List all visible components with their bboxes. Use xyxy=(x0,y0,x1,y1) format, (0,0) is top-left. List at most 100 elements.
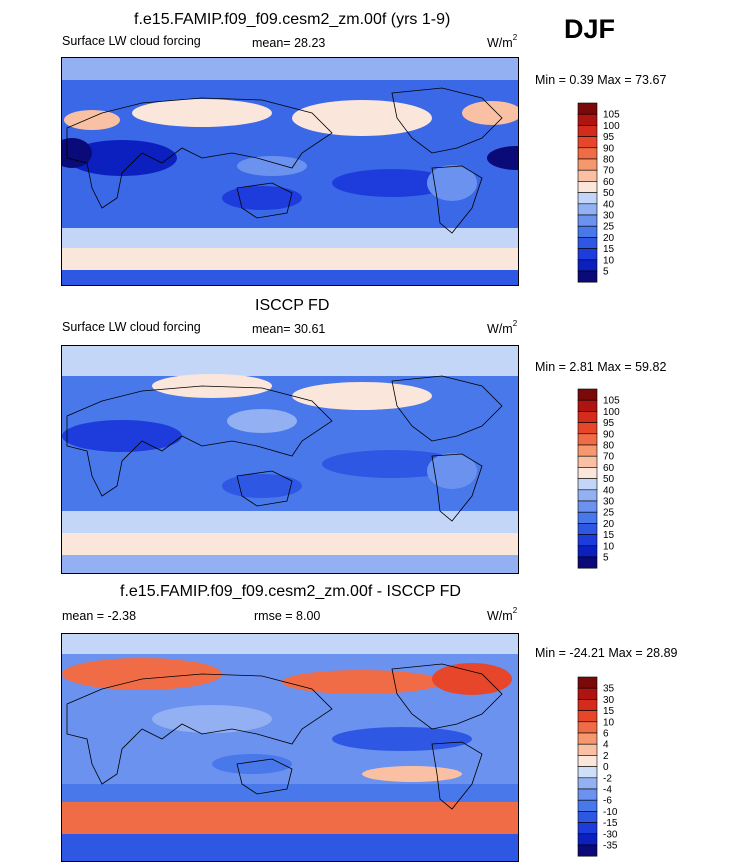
panel1-natl-storm-track xyxy=(64,110,120,130)
panel2-min-label: Min = xyxy=(535,360,566,374)
colorbar-swatch xyxy=(577,399,598,412)
panel2-map xyxy=(61,345,519,574)
panel1-eurasia-band xyxy=(132,99,272,127)
colorbar-tick-label: 80 xyxy=(603,441,615,452)
colorbar-swatch xyxy=(577,467,598,479)
panel3-minmax: Min = -24.21 Max = 28.89 xyxy=(535,646,678,660)
panel2-min-value: 2.81 xyxy=(569,360,594,374)
colorbar-tick-label: 4 xyxy=(603,740,609,751)
colorbar-tick-label: 90 xyxy=(603,429,615,440)
season-label: DJF xyxy=(564,14,616,44)
colorbar-tick-label: 105 xyxy=(603,396,620,407)
panel3-natl-red xyxy=(432,663,512,695)
colorbar-swatch xyxy=(577,113,598,126)
panel3-max-value: 28.89 xyxy=(646,646,678,660)
colorbar-swatch xyxy=(577,710,598,723)
units-base: W/m xyxy=(487,36,513,50)
panel3-indian-blue xyxy=(212,754,292,774)
colorbar-tick-label: 60 xyxy=(603,463,615,474)
colorbar-swatch xyxy=(577,248,598,261)
panel2-arctic-band xyxy=(62,346,518,376)
panel2-southern-ocean-band xyxy=(62,533,518,555)
colorbar-tick-label: 95 xyxy=(603,132,615,143)
panel3-mean: mean = -2.38 xyxy=(62,609,136,623)
panel3-asia-light xyxy=(152,705,272,733)
colorbar-tick-label: -2 xyxy=(603,773,612,784)
colorbar-tick-label: 10 xyxy=(603,541,615,552)
panel1-arctic-band xyxy=(62,58,518,80)
colorbar-tick-label: 15 xyxy=(603,530,615,541)
panel3-units: W/m2 xyxy=(487,606,517,623)
colorbar-tick-label: 20 xyxy=(603,233,615,244)
colorbar-swatch xyxy=(577,545,598,558)
colorbar-tick-label: 105 xyxy=(603,110,620,121)
panel2-title: ISCCP FD xyxy=(255,297,330,314)
colorbar-swatch xyxy=(577,721,598,734)
colorbar-swatch xyxy=(577,203,598,216)
colorbar-swatch xyxy=(577,743,598,756)
colorbar-swatch xyxy=(577,687,598,700)
panel3-max-label: Max = xyxy=(608,646,643,660)
panel1-mean-label: mean= xyxy=(252,36,291,50)
panel2-southern-midlat-band xyxy=(62,511,518,533)
colorbar-swatch xyxy=(577,478,598,491)
panel1-africa-dry xyxy=(62,138,92,168)
colorbar-swatch xyxy=(577,181,598,193)
panel2-antarctic-band xyxy=(62,555,518,573)
colorbar-tick-label: 70 xyxy=(603,166,615,177)
colorbar-swatch xyxy=(577,699,598,711)
panel1-mean-value: 28.23 xyxy=(294,36,326,50)
panel2-sahara-low xyxy=(62,420,182,452)
colorbar-tick-label: 90 xyxy=(603,143,615,154)
panel2-coastlines xyxy=(66,375,503,522)
panel1-mean: mean= 28.23 xyxy=(252,36,325,50)
units-exp: 2 xyxy=(512,33,518,42)
colorbar-tick-label: 40 xyxy=(603,485,615,496)
colorbar-tick-label: 80 xyxy=(603,155,615,166)
colorbar-tick-label: 15 xyxy=(603,706,615,717)
panel3-rmse-value: 8.00 xyxy=(296,609,321,623)
colorbar-tick-label: 35 xyxy=(603,684,615,695)
panel2-australia-dry xyxy=(222,474,302,498)
colorbar-tick-label: 30 xyxy=(603,695,615,706)
colorbar-tick-label: 60 xyxy=(603,177,615,188)
panel1-min-value: 0.39 xyxy=(569,73,594,87)
colorbar-swatch xyxy=(577,214,598,227)
colorbar-swatch xyxy=(577,225,598,238)
colorbar-swatch xyxy=(577,844,598,857)
panel3-mean-label: mean = xyxy=(62,609,105,623)
panel1-southern-ocean-band xyxy=(62,248,518,270)
colorbar-swatch xyxy=(577,455,598,468)
colorbar-tick-label: 30 xyxy=(603,211,615,222)
panel1-minmax: Min = 0.39 Max = 73.67 xyxy=(535,73,666,87)
colorbar-tick-label: 25 xyxy=(603,222,615,233)
panel1-coastlines xyxy=(66,87,503,234)
panel2-china-cloud xyxy=(227,409,297,433)
colorbar-tick-label: -4 xyxy=(603,785,612,796)
colorbar-tick-label: 6 xyxy=(603,729,609,740)
panel2-units: W/m2 xyxy=(487,319,517,336)
colorbar-swatch xyxy=(577,411,598,423)
colorbar-tick-label: 5 xyxy=(603,267,609,278)
colorbar-swatch xyxy=(577,822,598,835)
colorbar-swatch xyxy=(577,732,598,745)
colorbar-tick-label: 100 xyxy=(603,407,620,418)
colorbar-swatch xyxy=(577,777,598,790)
panel1-max-value: 73.67 xyxy=(635,73,667,87)
panel3-colorbar: 35 30 15 10 6 4 2 0 -2 -4 -6 -10 -15 -30 -35 xyxy=(576,676,636,858)
panel3-arctic-band xyxy=(62,634,518,654)
colorbar-swatch xyxy=(577,444,598,457)
colorbar-swatch xyxy=(577,169,598,182)
panel1-epac-dry xyxy=(332,169,452,197)
panel3-min-value: -24.21 xyxy=(569,646,605,660)
colorbar-tick-label: 25 xyxy=(603,508,615,519)
panel1-atl-dry xyxy=(487,146,518,170)
panel3-southern-ocean-red-band xyxy=(62,802,518,834)
panel1-min-label: Min = xyxy=(535,73,566,87)
panel1-australia-dry xyxy=(222,186,302,210)
panel1-sahara-low xyxy=(67,140,177,176)
colorbar-swatch xyxy=(577,388,598,401)
panel2-variable-label: Surface LW cloud forcing xyxy=(62,320,201,334)
units-base: W/m xyxy=(487,609,513,623)
panel3-map xyxy=(61,633,519,862)
